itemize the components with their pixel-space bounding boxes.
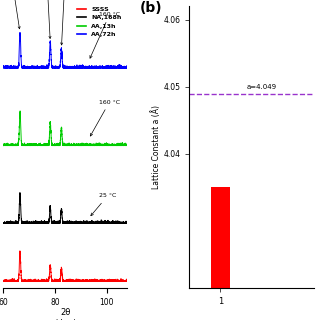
Text: $(311)_{Al}$: $(311)_{Al}$ xyxy=(35,0,54,38)
NA,168h xyxy=(49,212,53,216)
Legend: SSSS, NA,168h, AA,13h, AA,72h: SSSS, NA,168h, AA,13h, AA,72h xyxy=(75,4,124,40)
Line: SSSS: SSSS xyxy=(3,251,127,282)
NA,168h xyxy=(110,220,114,224)
AA,13h xyxy=(23,143,27,147)
AA,13h xyxy=(49,128,53,132)
Y-axis label: Lattice Constant a (Å): Lattice Constant a (Å) xyxy=(151,105,161,189)
X-axis label: 2θ
(deg): 2θ (deg) xyxy=(54,308,76,320)
SSSS xyxy=(1,280,5,284)
Text: (b): (b) xyxy=(140,1,163,15)
NA,168h xyxy=(123,221,127,225)
NA,168h xyxy=(125,221,129,225)
SSSS xyxy=(123,280,127,284)
SSSS xyxy=(18,249,22,253)
AA,13h xyxy=(110,142,114,146)
AA,72h xyxy=(1,66,5,70)
AA,13h xyxy=(54,144,58,148)
SSSS xyxy=(49,270,53,274)
Text: 160 °C: 160 °C xyxy=(90,12,120,58)
AA,13h xyxy=(1,144,5,148)
Text: 25 °C: 25 °C xyxy=(91,193,116,216)
SSSS xyxy=(110,278,114,282)
Line: NA,168h: NA,168h xyxy=(3,193,127,223)
AA,72h xyxy=(49,49,53,53)
SSSS xyxy=(15,279,19,283)
Line: AA,72h: AA,72h xyxy=(3,33,127,68)
SSSS xyxy=(1,279,5,283)
AA,13h xyxy=(18,109,22,113)
Text: $(222)_{Al}$: $(222)_{Al}$ xyxy=(57,0,76,45)
AA,72h xyxy=(123,66,127,70)
AA,13h xyxy=(15,144,19,148)
AA,72h xyxy=(23,66,27,70)
NA,168h xyxy=(23,220,27,224)
NA,168h xyxy=(54,221,58,225)
SSSS xyxy=(125,280,129,284)
Bar xyxy=(211,188,230,288)
AA,72h xyxy=(18,31,22,35)
NA,168h xyxy=(15,221,19,225)
SSSS xyxy=(23,280,27,284)
AA,72h xyxy=(1,64,5,68)
NA,168h xyxy=(1,221,5,225)
Text: $(220)_{Al}$: $(220)_{Al}$ xyxy=(0,0,20,29)
SSSS xyxy=(54,280,58,284)
AA,72h xyxy=(125,66,129,70)
AA,13h xyxy=(123,142,127,146)
AA,13h xyxy=(125,144,129,148)
Text: a=4.049: a=4.049 xyxy=(246,84,276,90)
AA,72h xyxy=(54,66,58,70)
AA,72h xyxy=(110,64,114,68)
Text: 160 °C: 160 °C xyxy=(90,100,120,136)
AA,72h xyxy=(15,66,19,70)
NA,168h xyxy=(18,191,22,195)
Line: AA,13h: AA,13h xyxy=(3,111,127,146)
